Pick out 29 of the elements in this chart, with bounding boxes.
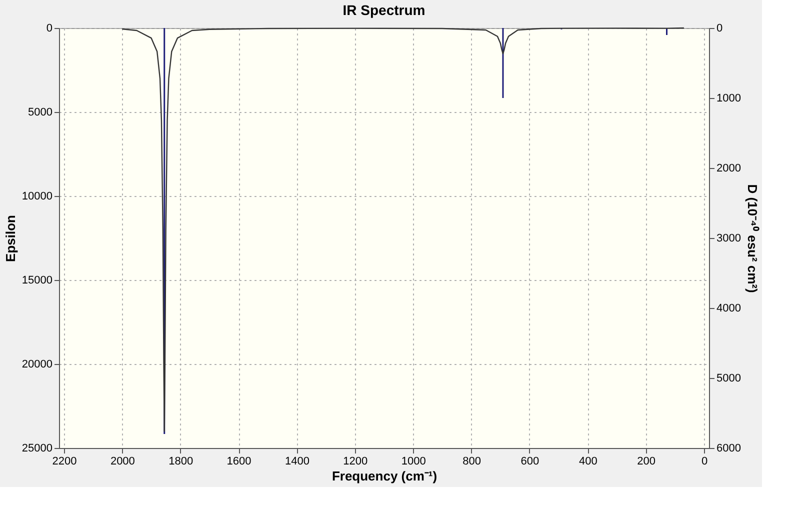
y-tick-label: 25000 <box>22 442 52 454</box>
y2-tick-label: 2000 <box>716 162 741 174</box>
y-axis-title: Epsilon <box>2 214 18 262</box>
chart-title: IR Spectrum <box>342 2 426 18</box>
y-tick-label: 5000 <box>28 106 52 118</box>
x-tick-label: 1200 <box>343 456 368 468</box>
y2-tick-label: 0 <box>716 22 723 34</box>
y2-tick-label: 4000 <box>716 302 741 314</box>
x-tick-label: 600 <box>520 456 540 468</box>
x-axis-title: Frequency (cm⁻¹) <box>332 468 438 484</box>
x-tick-label: 800 <box>462 456 481 468</box>
y-tick-label: 0 <box>46 22 52 34</box>
x-tick-label: 200 <box>637 456 656 468</box>
y2-tick-label: 1000 <box>716 92 741 104</box>
y2-tick-label: 6000 <box>716 442 741 454</box>
x-tick-label: 2000 <box>110 456 135 468</box>
y2-tick-label: 5000 <box>716 372 741 384</box>
y2-tick-label: 3000 <box>716 232 741 244</box>
x-tick-label: 1600 <box>226 456 252 468</box>
y-tick-label: 20000 <box>22 358 52 370</box>
y-tick-label: 15000 <box>22 274 52 286</box>
y-tick-label: 10000 <box>22 190 52 202</box>
x-tick-label: 0 <box>701 456 708 468</box>
x-tick-label: 1000 <box>401 456 426 468</box>
x-tick-label: 1400 <box>284 456 310 468</box>
x-tick-label: 400 <box>578 456 598 468</box>
x-tick-label: 2200 <box>52 456 77 468</box>
x-tick-label: 1800 <box>168 456 194 468</box>
y2-axis-title: D (10⁻⁴⁰ esu² cm²) <box>744 184 760 293</box>
